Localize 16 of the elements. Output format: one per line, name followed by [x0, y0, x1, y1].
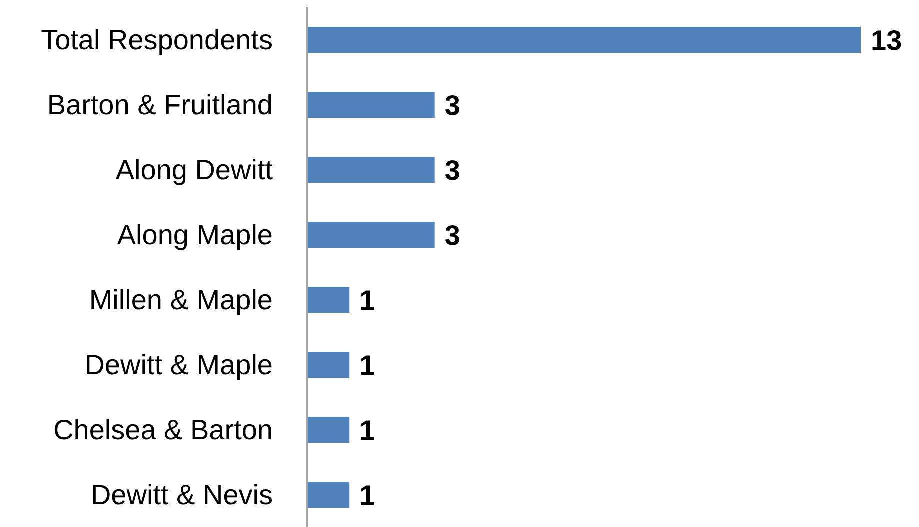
y-tick-label: Along Dewitt	[116, 154, 274, 186]
data-label: 3	[444, 90, 460, 121]
data-label: 3	[444, 220, 460, 251]
y-tick-label: Total Respondents	[41, 24, 273, 56]
y-tick-label: Barton & Fruitland	[47, 89, 273, 120]
data-label: 1	[360, 350, 376, 381]
y-tick-label: Millen & Maple	[89, 284, 273, 316]
data-label: 1	[360, 284, 376, 316]
y-tick-label: Along Maple	[117, 219, 273, 250]
y-tick-label: Chelsea & Barton	[54, 414, 273, 446]
data-label: 3	[444, 154, 460, 186]
data-label: 13	[871, 24, 902, 56]
y-tick-label: Dewitt & Nevis	[90, 479, 273, 510]
data-label: 1	[360, 480, 376, 511]
y-tick-label: Dewitt & Maple	[84, 349, 273, 380]
data-label: 1	[360, 414, 376, 446]
